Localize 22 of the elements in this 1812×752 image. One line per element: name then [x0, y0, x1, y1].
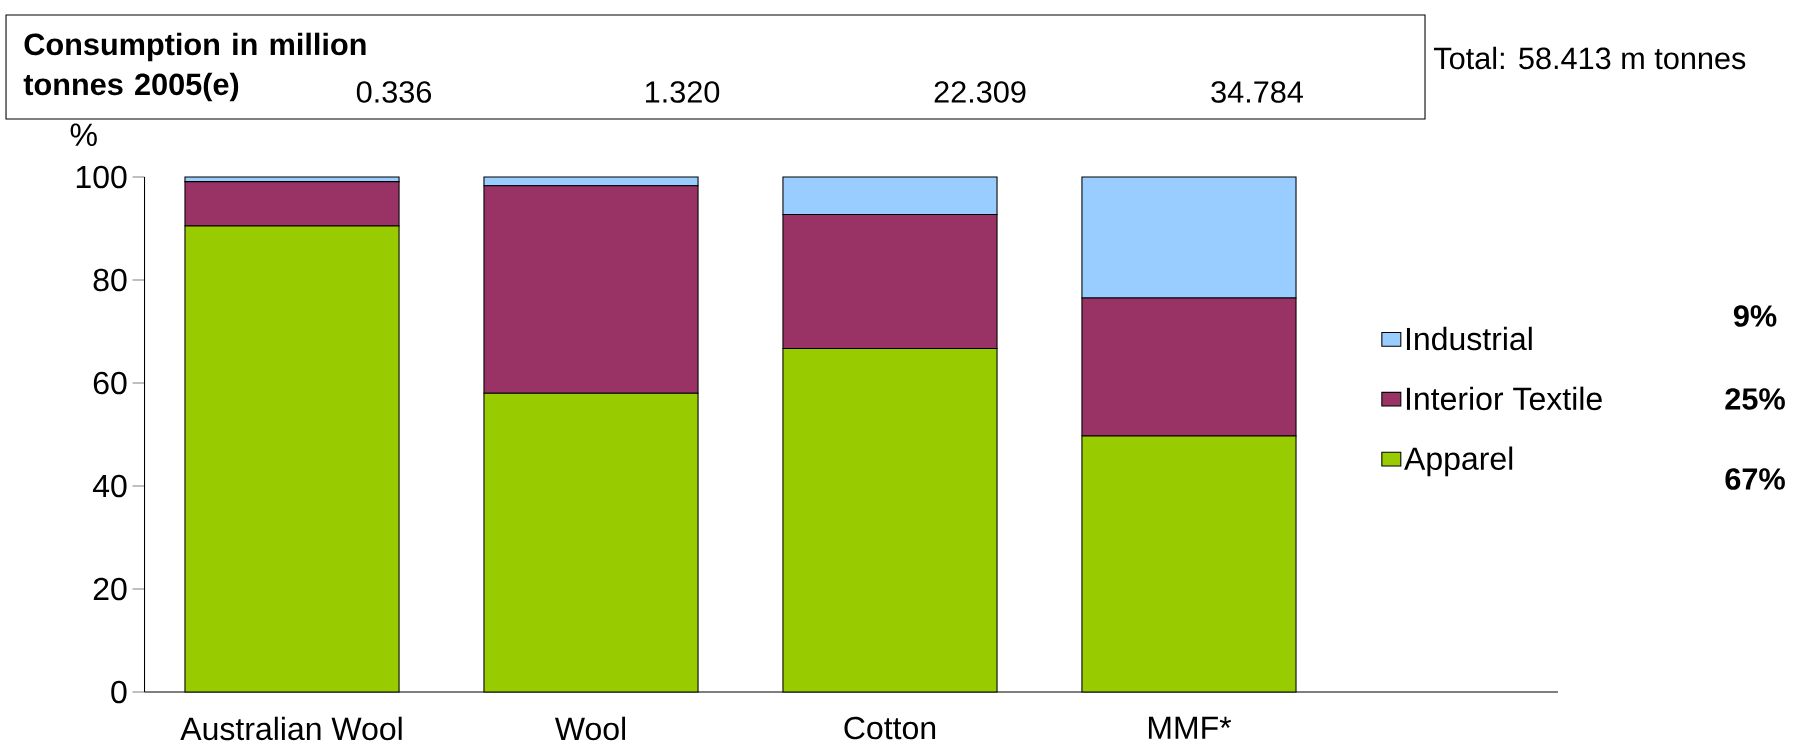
legend-label: Apparel: [1404, 446, 1513, 477]
text: 67%: [1725, 468, 1785, 490]
legend-label: Industrial: [1406, 326, 1532, 351]
y-tick-label: 60: [93, 371, 127, 395]
text: Total: 58.413 m tonnes: [1433, 46, 1746, 70]
text: 1.320: [645, 81, 720, 103]
x-tick-label: Cotton: [844, 716, 936, 740]
y-tick-label: 0: [111, 680, 127, 704]
x-tick-label: Wool: [554, 716, 626, 741]
y-tick-label: 100: [76, 165, 127, 189]
x-tick-label: MMF*: [1148, 716, 1232, 739]
y-axis-title: %: [70, 123, 97, 146]
text: 9%: [1733, 305, 1777, 327]
legend-label: Interior Textile: [1406, 386, 1602, 411]
y-tick-label: 40: [92, 474, 127, 498]
y-tick-label: 80: [93, 268, 127, 292]
y-tick-label: 20: [93, 577, 127, 601]
text: 25%: [1725, 388, 1785, 410]
text: 22.309: [934, 81, 1026, 103]
text: 0.336: [356, 81, 432, 103]
text: 34.784: [1211, 81, 1304, 103]
x-tick-label: Australian Wool: [180, 716, 402, 741]
